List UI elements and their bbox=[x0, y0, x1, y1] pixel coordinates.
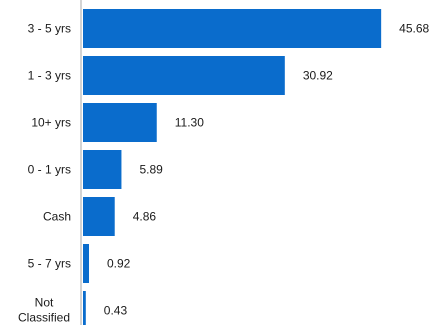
category-label-6: Not Classified bbox=[18, 296, 70, 325]
category-label-3: 0 - 1 yrs bbox=[28, 163, 71, 177]
bar-5 bbox=[83, 244, 90, 283]
category-label-0: 3 - 5 yrs bbox=[28, 22, 71, 36]
category-label-4: Cash bbox=[43, 210, 71, 224]
bar-3 bbox=[83, 150, 122, 189]
bar-0 bbox=[83, 9, 382, 48]
value-label-group: 45.68 30.92 11.30 5.89 4.86 0.92 0.43 bbox=[104, 22, 430, 318]
value-label-1: 30.92 bbox=[303, 69, 333, 83]
category-label-group: 3 - 5 yrs 1 - 3 yrs 10+ yrs 0 - 1 yrs Cash 5 … bbox=[18, 22, 71, 325]
category-label-5: 5 - 7 yrs bbox=[28, 257, 71, 271]
bar-1 bbox=[83, 56, 285, 95]
value-label-4: 4.86 bbox=[133, 210, 157, 224]
value-label-3: 5.89 bbox=[139, 163, 163, 177]
value-label-5: 0.92 bbox=[107, 257, 131, 271]
value-label-0: 45.68 bbox=[399, 22, 429, 36]
bar-2 bbox=[83, 103, 157, 142]
category-label-2: 10+ yrs bbox=[31, 116, 71, 130]
bar-group bbox=[83, 9, 382, 325]
value-label-6: 0.43 bbox=[104, 304, 128, 318]
value-label-2: 11.30 bbox=[175, 116, 204, 130]
bar-4 bbox=[83, 197, 115, 236]
bar-6 bbox=[83, 291, 86, 325]
category-label-1: 1 - 3 yrs bbox=[28, 69, 71, 83]
